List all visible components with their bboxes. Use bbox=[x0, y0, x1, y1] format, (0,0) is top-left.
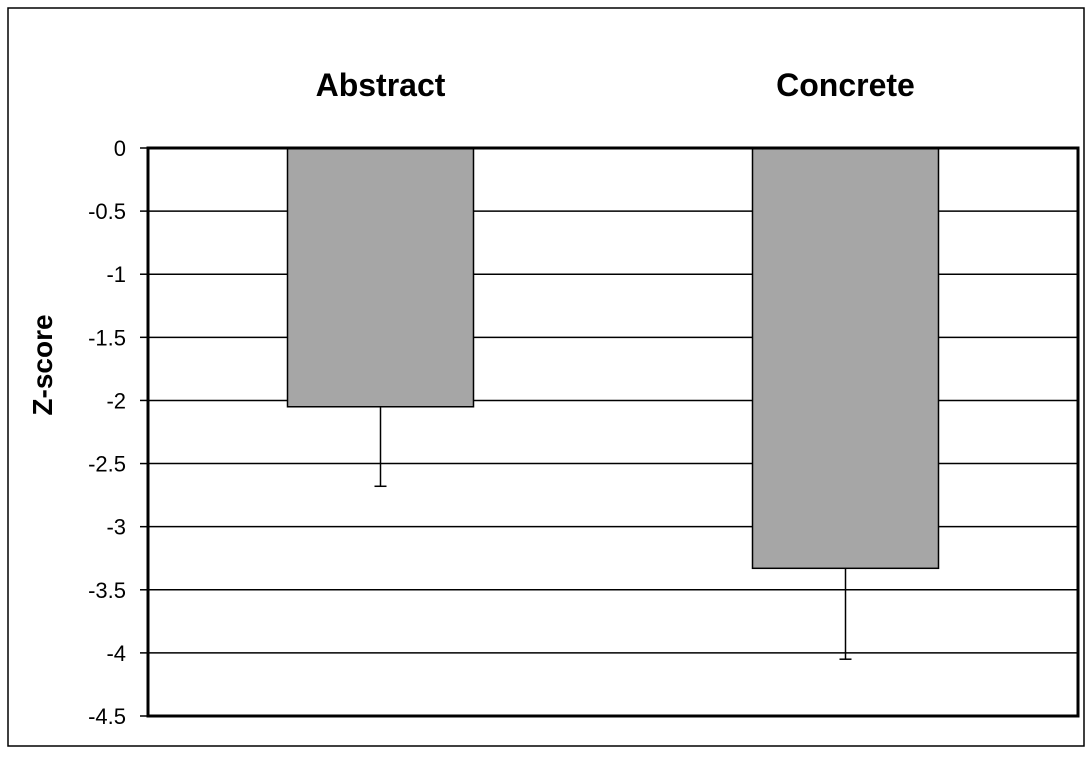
y-tick-label: 0 bbox=[114, 136, 126, 161]
bar bbox=[751, 147, 940, 570]
y-tick-label: -2.5 bbox=[88, 452, 126, 477]
y-tick-label: -2 bbox=[106, 388, 126, 413]
y-tick-label: -3 bbox=[106, 515, 126, 540]
category-label: Abstract bbox=[316, 67, 446, 103]
y-axis-title: Z-score bbox=[27, 314, 58, 415]
labels: Z-score 0 -0.5 -1 -1.5 -2 -2.5 -3 -3.5 -4 -4.5 Abs… bbox=[27, 67, 915, 729]
plot-area-border bbox=[146, 146, 1080, 718]
bar bbox=[286, 147, 475, 408]
y-tick-label: -1.5 bbox=[88, 325, 126, 350]
category-label: Concrete bbox=[776, 67, 915, 103]
y-tick-label: -0.5 bbox=[88, 199, 126, 224]
y-tick-label: -3.5 bbox=[88, 578, 126, 603]
y-tick-label: -4 bbox=[106, 641, 126, 666]
bars bbox=[286, 147, 940, 660]
y-tick-label: -1 bbox=[106, 262, 126, 287]
y-tick-label: -4.5 bbox=[88, 704, 126, 729]
axes bbox=[140, 146, 1080, 718]
